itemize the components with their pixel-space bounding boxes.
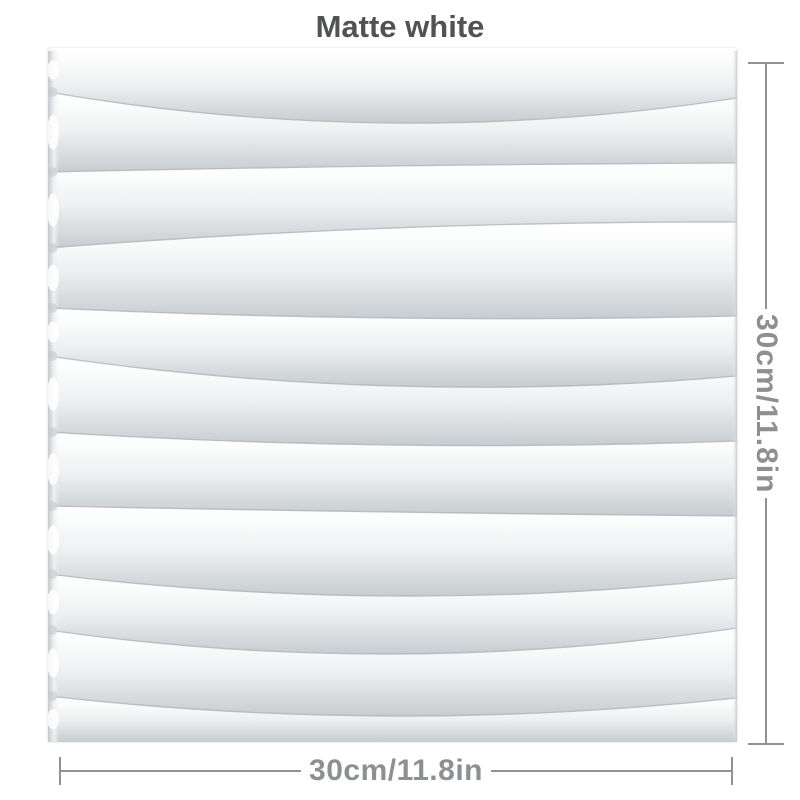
width-dimension-label: 30cm/11.8in (309, 754, 483, 787)
vertical-dimension: 30cm/11.8in (748, 62, 784, 745)
wall-panel-photo (48, 48, 737, 742)
height-dimension-label: 30cm/11.8in (750, 313, 783, 494)
product-title: Matte white (315, 9, 485, 44)
horizontal-dimension-line-left (61, 770, 302, 772)
horizontal-dimension-line-right (490, 770, 731, 772)
dimension-end-cap-bottom (748, 743, 784, 745)
dimension-end-cap-left (59, 757, 61, 785)
dimension-end-cap-top (748, 62, 784, 64)
vertical-dimension-line-upper (765, 64, 767, 309)
dimension-end-cap-right (731, 757, 733, 785)
wall-panel-waves (48, 48, 737, 742)
vertical-dimension-line-lower (765, 498, 767, 743)
horizontal-dimension: 30cm/11.8in (59, 756, 733, 786)
